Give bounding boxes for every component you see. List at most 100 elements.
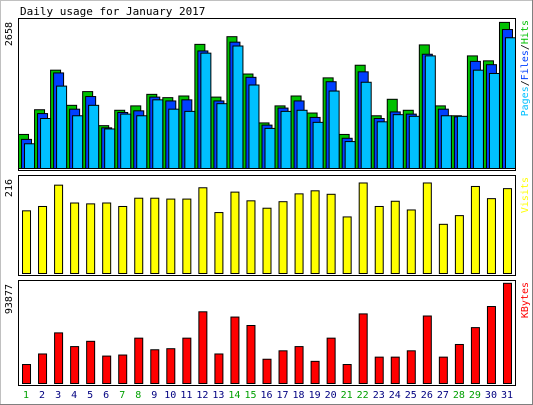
day-label-30: 30 [485,390,497,401]
bar-pages-day-31 [504,37,516,169]
bar-pages-day-1 [24,143,36,169]
bar-visits-day-13 [214,212,224,275]
bar-kbytes-day-8 [134,337,144,385]
panel-visits-legend-part: Visits [520,177,531,213]
bar-pages-day-24 [392,114,404,169]
bar-visits-day-29 [470,185,480,275]
bar-kbytes-day-1 [22,364,32,384]
day-label-8: 8 [135,390,141,401]
day-label-22: 22 [357,390,369,401]
bar-kbytes-day-12 [198,311,208,385]
day-label-21: 21 [341,390,353,401]
day-label-24: 24 [389,390,401,401]
day-label-16: 16 [260,390,272,401]
bar-kbytes-day-25 [406,350,416,385]
bar-kbytes-day-27 [438,356,448,384]
day-label-19: 19 [309,390,321,401]
panel-kbytes-max-label: 93877 [4,284,15,314]
bar-visits-day-5 [86,203,96,275]
day-label-11: 11 [180,390,192,401]
bar-pages-day-5 [88,104,100,170]
panel-visits-border [18,175,516,276]
bar-visits-day-27 [438,223,448,275]
bar-kbytes-day-26 [422,315,432,384]
bar-pages-day-13 [216,103,228,169]
bar-pages-day-2 [40,118,52,169]
bar-kbytes-day-3 [54,332,64,385]
bar-pages-day-8 [136,115,148,169]
bar-kbytes-day-7 [118,354,128,385]
bar-kbytes-day-2 [38,353,48,385]
day-label-14: 14 [228,390,240,401]
day-label-9: 9 [151,390,157,401]
bar-kbytes-day-18 [294,346,304,384]
bar-visits-day-17 [278,201,288,274]
bar-kbytes-day-19 [310,360,320,385]
day-label-7: 7 [119,390,125,401]
bar-pages-day-20 [328,90,340,169]
bar-pages-day-15 [248,84,260,169]
bar-visits-day-22 [358,182,368,274]
bar-kbytes-day-20 [326,337,336,385]
bar-visits-day-24 [390,200,400,274]
panel-hits-legend: Pages/Files/Hits [520,20,531,116]
panel-visits-max-label: 216 [4,179,15,197]
bar-visits-day-10 [166,198,176,274]
bar-kbytes-day-16 [262,358,272,384]
bar-pages-day-7 [120,113,132,169]
bar-kbytes-day-4 [70,346,80,384]
bar-pages-day-25 [408,115,420,169]
bar-pages-day-23 [376,121,388,169]
bar-visits-day-6 [102,202,112,274]
day-label-1: 1 [23,390,29,401]
bar-kbytes-day-6 [102,355,112,385]
bar-pages-day-30 [488,72,500,169]
bar-visits-day-8 [134,197,144,275]
bar-visits-day-14 [230,191,240,275]
day-label-25: 25 [405,390,417,401]
panel-kbytes-border [18,280,516,386]
day-label-28: 28 [453,390,465,401]
bar-visits-day-28 [454,215,464,275]
bar-visits-day-25 [406,209,416,275]
day-label-18: 18 [293,390,305,401]
bar-pages-day-10 [168,108,180,169]
day-label-17: 17 [277,390,289,401]
bar-pages-day-19 [312,121,324,169]
bar-kbytes-day-23 [374,356,384,384]
bar-kbytes-day-15 [246,324,256,384]
bar-kbytes-day-10 [166,348,176,385]
bar-visits-day-18 [294,193,304,274]
bar-visits-day-19 [310,190,320,275]
bar-visits-day-23 [374,205,384,274]
bar-visits-day-20 [326,193,336,274]
day-label-27: 27 [437,390,449,401]
bar-kbytes-day-29 [470,327,480,385]
bar-pages-day-17 [280,110,292,170]
bar-pages-day-27 [440,115,452,169]
bar-visits-day-30 [486,198,496,274]
bar-kbytes-day-21 [342,364,352,384]
bar-visits-day-7 [118,205,128,274]
bar-visits-day-1 [22,210,32,274]
bar-visits-day-12 [198,187,208,275]
panel-kbytes-legend-part: KBytes [520,282,531,318]
bar-pages-day-3 [56,85,68,169]
bar-kbytes-day-11 [182,337,192,385]
panel-hits-legend-part: Pages [520,86,531,116]
bar-visits-day-11 [182,198,192,274]
bar-kbytes-day-22 [358,313,368,384]
bar-pages-day-9 [152,99,164,169]
panel-visits-legend: Visits [520,177,531,213]
day-label-3: 3 [55,390,61,401]
bar-kbytes-day-14 [230,316,240,385]
panel-hits-legend-part: / [520,44,531,50]
bar-kbytes-day-9 [150,349,160,385]
bar-pages-day-29 [472,69,484,169]
day-label-23: 23 [373,390,385,401]
bar-visits-day-16 [262,207,272,275]
bar-visits-day-15 [246,200,256,275]
day-label-26: 26 [421,390,433,401]
